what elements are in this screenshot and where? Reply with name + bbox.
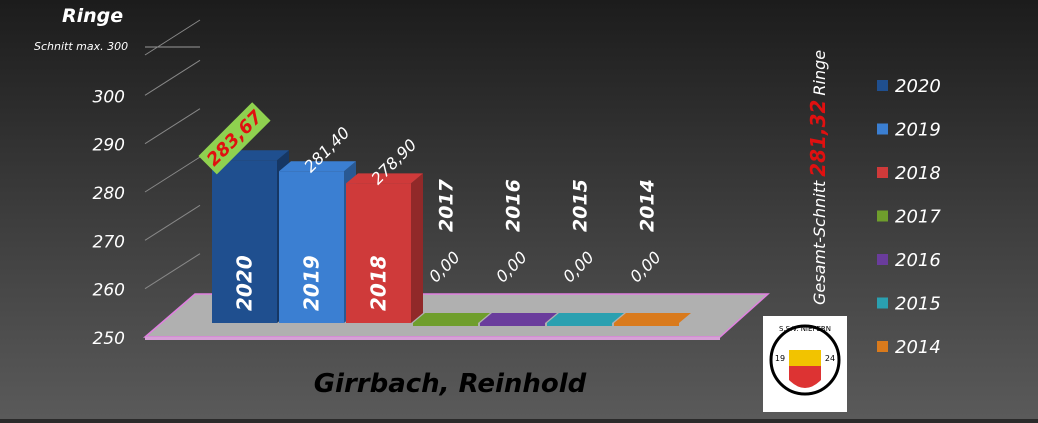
y-tick-label: 270 <box>93 232 125 252</box>
bar <box>547 323 612 326</box>
legend-swatch <box>877 167 888 178</box>
legend-swatch <box>877 80 888 91</box>
y-tick-label: 280 <box>93 184 125 204</box>
category-label: 2018 <box>367 255 391 311</box>
legend-swatch <box>877 298 888 309</box>
bar-top <box>480 313 557 323</box>
category-label: 2015 <box>570 179 592 232</box>
bar-top <box>413 313 490 323</box>
y-axis-label: Ringe <box>62 5 123 27</box>
legend-label: 2016 <box>895 250 941 271</box>
logo-shield-top <box>789 350 821 366</box>
y-tick-label: 300 <box>93 87 125 107</box>
category-label: 2017 <box>436 178 458 232</box>
average-part: Ringe <box>810 50 829 96</box>
bar <box>413 323 478 326</box>
logo: S.S.V. NIEFERN 19 24 <box>763 316 847 412</box>
x-axis-label: Girrbach, Reinhold <box>314 369 587 399</box>
bar-side <box>411 173 423 323</box>
chart: Ringe Schnitt max. 300 Girrbach, Reinhol… <box>0 0 1038 419</box>
floor-front <box>145 337 720 340</box>
legend-label: 2018 <box>895 163 941 184</box>
y-axis-sublabel: Schnitt max. 300 <box>34 40 128 53</box>
legend-swatch <box>877 341 888 352</box>
average-annotation: Gesamt-Schnitt 281,32 Ringe <box>806 50 830 305</box>
bar-top <box>547 313 624 323</box>
bar <box>614 323 679 326</box>
category-label: 2020 <box>233 255 257 311</box>
legend-swatch <box>877 124 888 135</box>
average-part: 281,32 <box>806 100 830 177</box>
category-label: 2019 <box>300 255 324 311</box>
legend-label: 2020 <box>895 76 941 97</box>
legend-label: 2014 <box>895 337 941 358</box>
bar-top <box>614 313 691 323</box>
category-label: 2014 <box>637 179 659 232</box>
legend-label: 2017 <box>895 207 941 228</box>
legend-swatch <box>877 254 888 265</box>
average-part: Gesamt-Schnitt <box>810 180 829 305</box>
logo-year: 19 <box>775 354 785 363</box>
logo-year: 24 <box>825 354 835 363</box>
bar <box>480 323 545 326</box>
legend-label: 2015 <box>895 294 941 315</box>
category-label: 2016 <box>503 179 525 232</box>
y-tick-label: 260 <box>93 281 125 301</box>
legend-label: 2019 <box>895 120 941 141</box>
logo-name: S.S.V. NIEFERN <box>779 325 831 333</box>
legend-swatch <box>877 211 888 222</box>
y-tick-label: 290 <box>93 136 125 156</box>
y-tick-label: 250 <box>93 329 125 349</box>
